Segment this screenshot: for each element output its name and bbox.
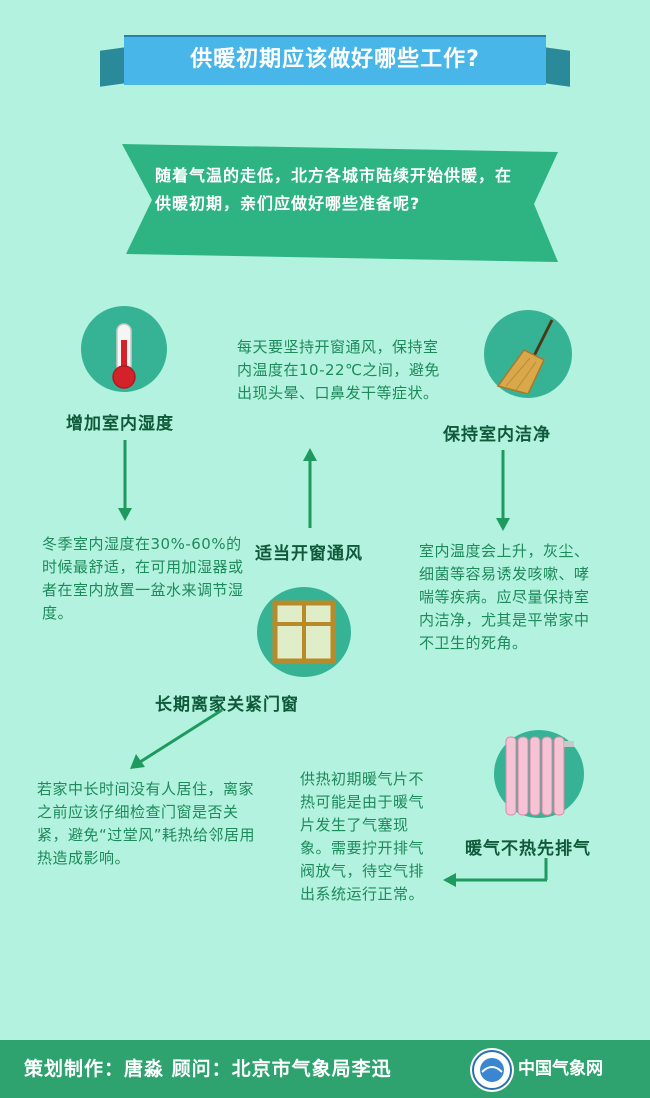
humidity-arrow-down	[118, 440, 132, 521]
brand-name: 中国气象网	[518, 1059, 603, 1079]
clean-label: 保持室内洁净	[443, 425, 551, 445]
radiator-arrow	[443, 858, 548, 887]
ventilation-text: 每天要坚持开窗通风，保持室内温度在10-22℃之间，避免出现头晕、口鼻发干等症状…	[237, 338, 440, 402]
radiator-text: 供热初期暖气片不热可能是由于暖气片发生了气塞现象。需要拧开排气阀放气，待空气排出…	[300, 770, 425, 903]
humidity-label: 增加室内湿度	[66, 414, 174, 434]
title-ribbon	[124, 35, 546, 85]
intro-text: 随着气温的走低，北方各城市陆续开始供暖，在供暖初期，亲们应做好哪些准备呢?	[155, 166, 513, 213]
intro-banner	[122, 144, 558, 262]
radiator-label: 暖气不热先排气	[465, 839, 591, 859]
humidity-text: 冬季室内湿度在30%-60%的时候最舒适，在可用加湿器或者在室内放置一盆水来调节…	[42, 535, 244, 622]
page-title: 供暖初期应该做好哪些工作?	[190, 47, 480, 72]
brand-logo-icon	[470, 1048, 514, 1092]
windows-arrow	[130, 708, 223, 769]
banner-shape	[122, 144, 558, 262]
footer-bar	[0, 1040, 650, 1098]
radiator-icon	[505, 736, 574, 816]
windows-label: 长期离家关紧门窗	[155, 695, 299, 715]
broom-icon	[496, 319, 554, 394]
window-icon	[272, 600, 336, 664]
ventilation-arrow-up	[303, 448, 317, 528]
clean-arrow-down	[496, 450, 510, 531]
windows-text: 若家中长时间没有人居住，离家之前应该仔细检查门窗是否关紧，避免“过堂风”耗热给邻…	[37, 780, 256, 867]
clean-text: 室内温度会上升，灰尘、细菌等容易诱发咳嗽、哮喘等疾病。应尽量保持室内洁净，尤其是…	[419, 542, 590, 652]
ventilation-label: 适当开窗通风	[255, 544, 363, 564]
thermometer-icon	[112, 323, 136, 389]
footer-credits: 策划制作：唐淼 顾问：北京市气象局李迅	[24, 1058, 392, 1080]
